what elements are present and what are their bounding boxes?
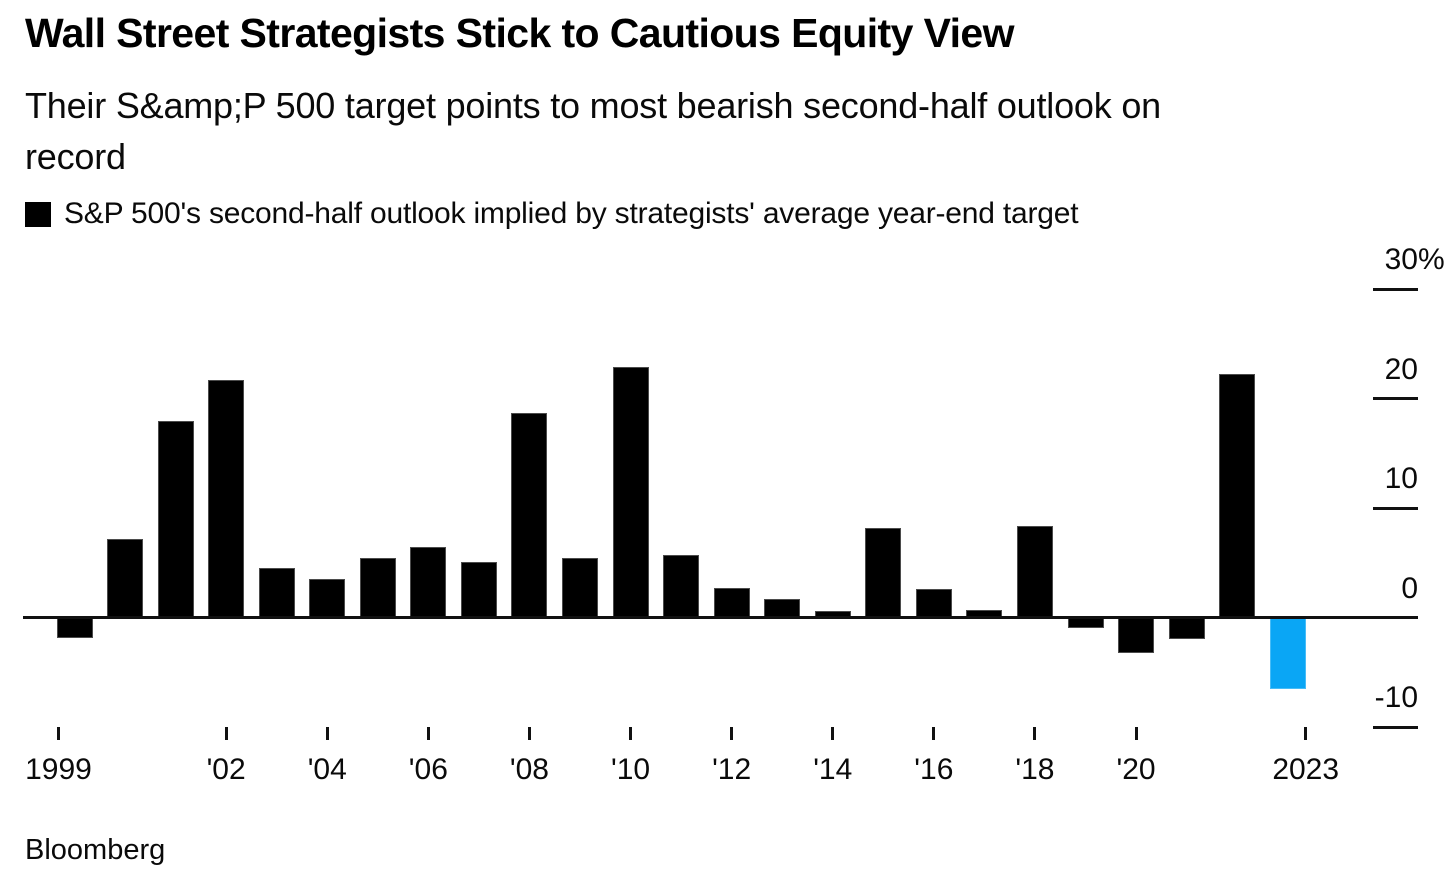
- x-tick-1999: [57, 727, 60, 740]
- bar-2003: [258, 568, 295, 618]
- y-tick-30: [1373, 287, 1418, 291]
- y-label-0: 0: [1401, 571, 1418, 605]
- x-tick-2008: [527, 727, 531, 740]
- bar-2021: [1168, 617, 1205, 640]
- x-tick-2012: [730, 727, 734, 740]
- x-tick-2018: [1033, 727, 1037, 740]
- bar-2001: [157, 421, 194, 618]
- x-label-2014: '14: [813, 753, 853, 786]
- x-label-2002: '02: [206, 753, 246, 786]
- chart-title: Wall Street Strategists Stick to Cautiou…: [25, 10, 1014, 56]
- bar-2006: [410, 547, 447, 618]
- bar-2010: [612, 366, 649, 618]
- x-label-2012: '12: [712, 753, 752, 786]
- bar-2012: [713, 587, 750, 618]
- y-tick-20: [1373, 397, 1418, 400]
- bar-2007: [460, 561, 497, 618]
- bar-2020: [1118, 617, 1155, 653]
- x-tick-2002: [224, 727, 228, 740]
- legend: S&P 500's second-half outlook implied by…: [25, 197, 1079, 231]
- x-label-2020: '20: [1116, 753, 1156, 786]
- y-label--10: -10: [1374, 681, 1418, 714]
- bar-2023: [1269, 617, 1306, 689]
- x-tick-2020: [1134, 727, 1138, 740]
- bar-2022: [1219, 374, 1256, 618]
- bar-2013: [764, 598, 801, 618]
- y-label-20: 20: [1384, 352, 1418, 386]
- x-label-2006: '06: [408, 753, 448, 786]
- x-label-2010: '10: [610, 753, 651, 786]
- legend-swatch-icon: [25, 201, 51, 227]
- source-credit: Bloomberg: [25, 834, 166, 866]
- bar-2000: [107, 538, 144, 618]
- y-tick--10: [1373, 725, 1418, 729]
- bar-2004: [309, 579, 346, 618]
- bar-1999: [56, 617, 93, 639]
- bar-2008: [511, 412, 548, 618]
- bar-2018: [1016, 525, 1053, 618]
- x-label-2008: '08: [509, 753, 549, 786]
- bar-2015: [865, 527, 902, 618]
- x-label-2004: '04: [307, 753, 347, 786]
- x-tick-2010: [629, 727, 633, 740]
- x-label-2016: '16: [914, 753, 954, 786]
- legend-label: S&P 500's second-half outlook implied by…: [64, 197, 1079, 230]
- x-label-2023: 2023: [1272, 753, 1340, 786]
- bar-2019: [1067, 617, 1104, 629]
- bar-2002: [208, 379, 245, 618]
- x-tick-2016: [932, 727, 936, 740]
- y-tick-10: [1373, 506, 1418, 510]
- bar-2005: [359, 558, 396, 618]
- x-tick-2006: [426, 727, 430, 740]
- y-label-30: 30%: [1384, 243, 1445, 276]
- x-tick-2023: [1304, 727, 1308, 740]
- x-label-1999: 1999: [25, 753, 92, 786]
- y-label-10: 10: [1384, 462, 1418, 495]
- percent-suffix: %: [1418, 243, 1445, 276]
- x-tick-2014: [831, 727, 835, 740]
- bar-2009: [562, 558, 598, 618]
- x-axis-baseline: [23, 616, 1418, 619]
- chart-subtitle: Their S&amp;P 500 target points to most …: [25, 85, 1161, 177]
- x-label-2018: '18: [1015, 753, 1055, 786]
- bar-2011: [663, 555, 700, 618]
- bar-2016: [915, 589, 952, 618]
- x-tick-2004: [325, 727, 329, 740]
